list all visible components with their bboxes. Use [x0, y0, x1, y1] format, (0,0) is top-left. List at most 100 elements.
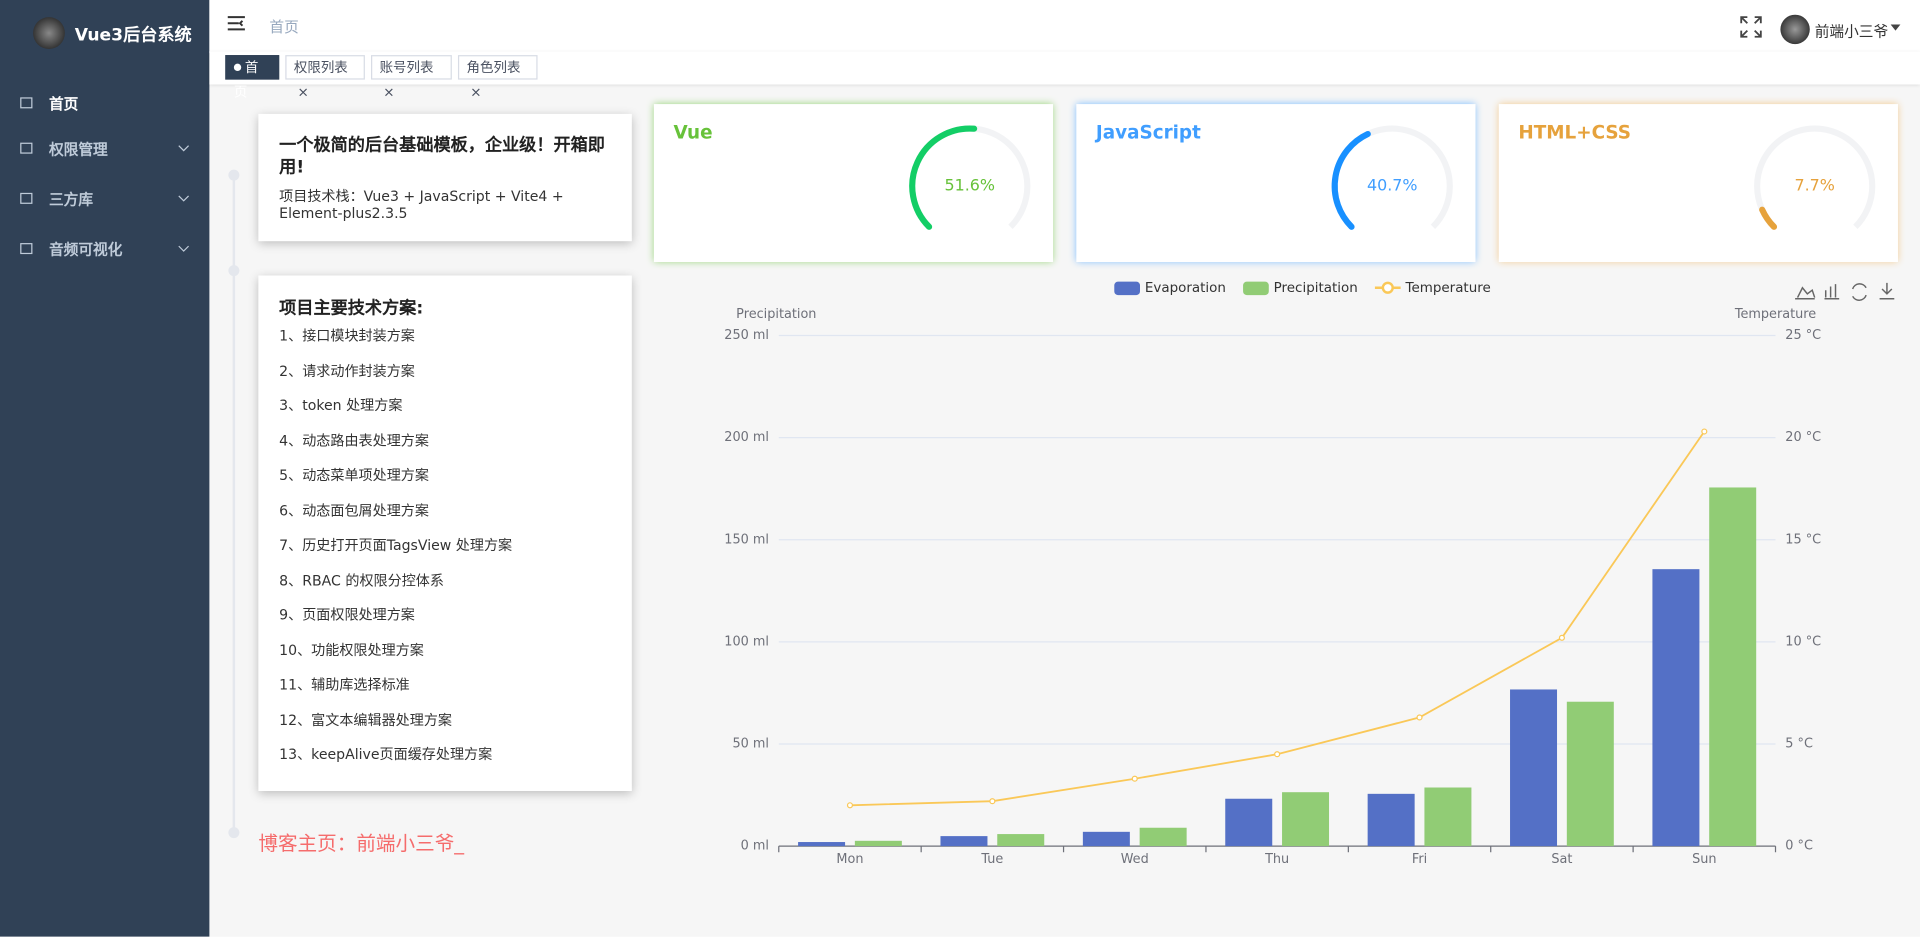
tab[interactable]: 首页 — [225, 55, 280, 100]
tab[interactable]: 权限列表 × — [285, 55, 365, 100]
x-tick-label: Sun — [1692, 852, 1716, 867]
plan-item: 5、动态菜单项处理方案 — [279, 466, 429, 484]
logo — [33, 17, 65, 49]
legend-label: Temperature — [1405, 281, 1491, 296]
plan-item: 1、接口模块封装方案 — [279, 326, 415, 345]
gauge-title: JavaScript — [1094, 122, 1201, 143]
menu-icon — [20, 243, 33, 255]
gauge-label: 51.6% — [945, 176, 996, 195]
bar — [1082, 831, 1130, 847]
bar — [1709, 487, 1757, 847]
plan-item: 10、功能权限处理方案 — [279, 641, 424, 659]
tool-save[interactable] — [1879, 282, 1895, 300]
plan-item: 11、辅助库选择标准 — [279, 675, 410, 694]
plans-title: 项目主要技术方案: — [279, 298, 424, 319]
bar — [1510, 689, 1558, 847]
plans-card: 项目主要技术方案: 1、接口模块封装方案 2、请求动作封装方案 3、token 处理… — [258, 275, 632, 792]
chevron — [178, 195, 190, 202]
gauge-track — [1754, 125, 1876, 229]
legend-label: Precipitation — [1274, 281, 1358, 296]
menu-icon — [20, 192, 33, 204]
tab-close[interactable]: × — [297, 84, 309, 101]
tab-dot — [233, 63, 242, 72]
gauge-title: Vue — [673, 122, 712, 143]
avatar[interactable] — [1780, 14, 1810, 45]
bar — [1225, 798, 1273, 847]
bar — [940, 836, 988, 847]
line-point — [846, 802, 854, 809]
bar — [1652, 569, 1700, 847]
x-tick-label: Fri — [1412, 852, 1427, 867]
line-point — [1558, 634, 1565, 641]
gauge-title: HTML+CSS — [1518, 122, 1631, 143]
x-tick-label: Tue — [980, 852, 1003, 867]
icon-shape — [20, 243, 33, 255]
bar — [798, 842, 846, 847]
legend-swatch — [1114, 281, 1141, 296]
y-axis-name: Precipitation — [736, 307, 816, 322]
menu-item[interactable]: 音频可视化 — [48, 241, 123, 259]
x-tick-label: Sat — [1551, 852, 1572, 867]
tab[interactable]: 账号列表 × — [371, 55, 452, 100]
legend-dot — [1381, 281, 1394, 294]
intro-card: 一个极简的后台基础模板，企业级！开箱即用! 项目技术栈：Vue3 + JavaS… — [258, 113, 632, 242]
plan-item: 6、动态面包屑处理方案 — [279, 501, 429, 519]
header: 首页 前端小三爷 — [209, 0, 1920, 53]
y2-tick-label: 0 °C — [1785, 839, 1813, 854]
tool-bar[interactable] — [1824, 284, 1840, 300]
breadcrumb[interactable]: 首页 — [269, 18, 299, 36]
timeline-dot — [228, 169, 240, 181]
plan-item: 4、动态路由表处理方案 — [279, 431, 429, 449]
y-tick-label: 150 ml — [724, 532, 769, 547]
intro-title: 一个极简的后台基础模板，企业级！开箱即用! — [279, 135, 605, 178]
username[interactable]: 前端小三爷 — [1814, 23, 1889, 41]
chevron-path — [178, 245, 190, 252]
plan-item: 3、token 处理方案 — [279, 396, 403, 414]
y-tick-label: 250 ml — [724, 328, 769, 343]
tool-line[interactable] — [1795, 286, 1816, 300]
plan-item: 8、RBAC 的权限分控体系 — [279, 571, 444, 589]
y2-tick-label: 10 °C — [1785, 634, 1821, 649]
tool-restore[interactable] — [1851, 283, 1867, 301]
icon-shape — [20, 192, 33, 204]
menu-item[interactable]: 首页 — [48, 95, 79, 113]
bar — [854, 840, 902, 847]
bar — [997, 834, 1045, 847]
menu-icon — [20, 142, 33, 154]
line-point — [989, 798, 996, 805]
app-title: Vue3后台系统 — [74, 25, 192, 46]
tab-close[interactable]: × — [383, 84, 395, 101]
bar — [1367, 793, 1415, 847]
gauge-arc — [909, 125, 978, 230]
y-tick-label: 100 ml — [724, 634, 769, 649]
x-tick-label: Thu — [1264, 852, 1289, 867]
bar — [1424, 787, 1472, 847]
sidebar: Vue3后台系统 首页权限管理三方库音频可视化 — [0, 0, 210, 937]
bar — [1139, 827, 1187, 847]
line-point — [1416, 714, 1423, 721]
fullscreen[interactable] — [1740, 16, 1762, 38]
menu-item[interactable]: 权限管理 — [48, 140, 108, 158]
timeline-dot — [228, 827, 240, 839]
menu-icon — [20, 97, 33, 109]
gauge-arc — [1331, 130, 1371, 230]
tab-label: 账号列表 — [379, 60, 434, 76]
bar — [1566, 701, 1614, 847]
hamburger[interactable] — [227, 15, 247, 35]
y2-tick-label: 25 °C — [1785, 328, 1821, 343]
plan-item: 9、页面权限处理方案 — [279, 606, 415, 624]
line-point — [1274, 751, 1281, 758]
tab-label: 权限列表 — [293, 60, 348, 76]
y-tick-label: 0 ml — [741, 839, 769, 854]
blog-link[interactable]: 博客主页：前端小三爷_ — [258, 831, 465, 855]
chevron-path — [178, 195, 190, 202]
tab-label: 角色列表 — [466, 60, 521, 76]
tab-close[interactable]: × — [470, 84, 482, 101]
menu-item[interactable]: 三方库 — [48, 191, 94, 209]
tab[interactable]: 角色列表 × — [457, 55, 538, 100]
chevron-path — [178, 145, 190, 152]
timeline-line — [232, 171, 236, 833]
